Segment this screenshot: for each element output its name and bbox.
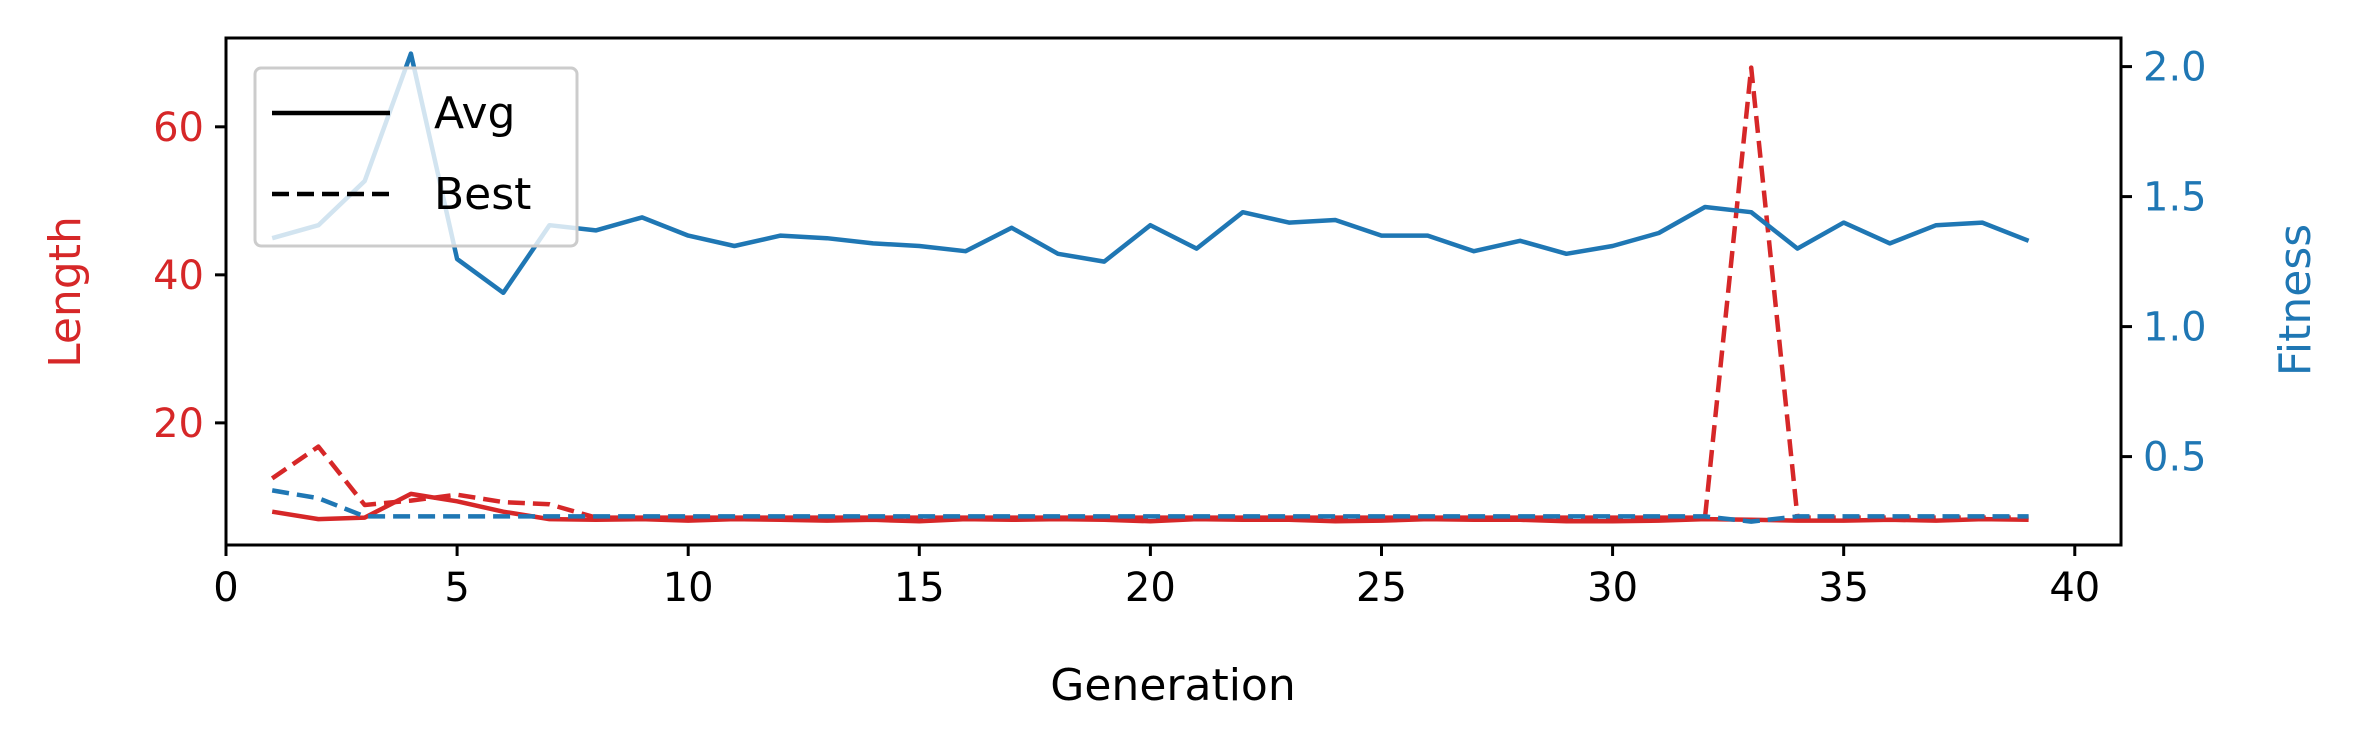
y-left-tick-label: 40 xyxy=(153,253,204,299)
x-tick-label: 35 xyxy=(1818,565,1869,611)
y-right-tick-label: 0.5 xyxy=(2143,435,2207,481)
legend-best-label: Best xyxy=(434,169,531,220)
y-left-tick-label: 20 xyxy=(153,401,204,447)
x-tick-label: 5 xyxy=(444,565,469,611)
y-right-tick-label: 1.0 xyxy=(2143,305,2207,351)
series-line-length-avg xyxy=(271,491,2029,524)
x-tick-label: 15 xyxy=(894,565,945,611)
x-tick-label: 25 xyxy=(1356,565,1407,611)
ticks-layer: 0 5 10 15 20 25 30 35 40 20 40 60 0.5 1.0 1.5 2.0 xyxy=(153,45,2207,611)
legend-avg-label: Avg xyxy=(434,88,516,139)
x-tick-label: 10 xyxy=(663,565,714,611)
x-tick-label: 0 xyxy=(213,565,238,611)
x-tick-label: 20 xyxy=(1125,565,1176,611)
y-axis-right-label: Fitness xyxy=(2270,224,2321,376)
y-right-tick-label: 2.0 xyxy=(2143,45,2207,91)
y-right-tick-label: 1.5 xyxy=(2143,175,2207,221)
series-line-length-best xyxy=(270,65,2029,520)
series-line-fitness-best xyxy=(271,488,2029,524)
x-tick-label: 40 xyxy=(2049,565,2100,611)
x-tick-label: 30 xyxy=(1587,565,1638,611)
legend: Avg Best xyxy=(253,66,579,248)
y-left-tick-label: 60 xyxy=(153,105,204,151)
plot-frame xyxy=(224,36,2123,547)
x-axis-label: Generation xyxy=(1050,660,1295,711)
y-axis-left-label: Length xyxy=(40,216,91,368)
